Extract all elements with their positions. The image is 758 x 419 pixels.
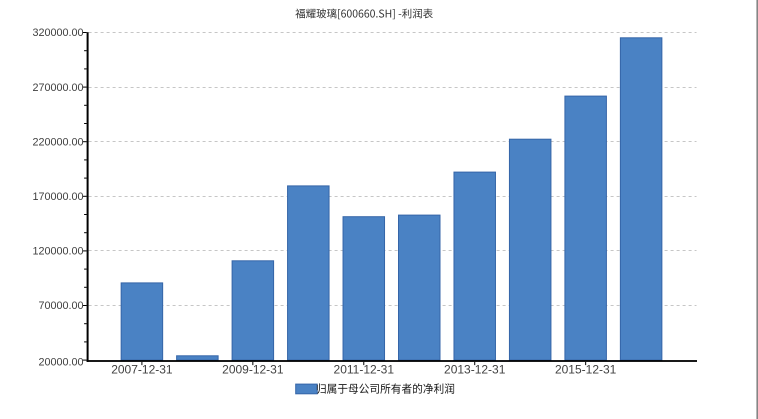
svg-text:2009-12-31: 2009-12-31 (222, 363, 284, 377)
svg-text:2011-12-31: 2011-12-31 (334, 363, 395, 377)
svg-text:270000.00: 270000.00 (32, 82, 83, 94)
svg-text:2007-12-31: 2007-12-31 (111, 363, 173, 377)
svg-text:2013-12-31: 2013-12-31 (444, 363, 506, 377)
svg-text:170000.00: 170000.00 (32, 191, 83, 203)
svg-text:20000.00: 20000.00 (38, 357, 83, 369)
svg-text:320000.00: 320000.00 (32, 27, 83, 39)
svg-text:70000.00: 70000.00 (38, 300, 83, 312)
svg-text:2015-12-31: 2015-12-31 (555, 363, 617, 377)
svg-text:120000.00: 120000.00 (32, 246, 83, 258)
svg-text:220000.00: 220000.00 (32, 136, 83, 148)
